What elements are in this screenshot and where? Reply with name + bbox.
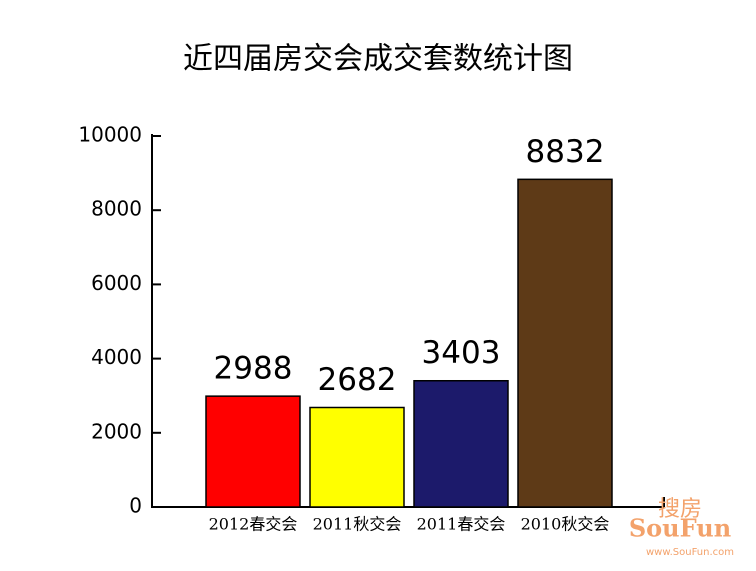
x-tick-label: 2010秋交会 [521,515,610,534]
y-tick-label: 2000 [91,419,142,443]
y-tick-label: 0 [129,494,142,518]
y-tick-label: 10000 [78,123,142,147]
x-tick-label: 2011秋交会 [313,515,402,534]
value-label: 8832 [526,134,605,170]
x-tick-label: 2012春交会 [209,515,298,534]
y-tick-label: 4000 [91,345,142,369]
watermark-logo: 搜房 [658,497,702,522]
bar [413,379,509,508]
watermark-brand: SouFun [629,514,731,543]
x-tick-label: 2011春交会 [417,515,506,534]
bar [309,406,405,508]
chart-title: 近四届房交会成交套数统计图 [183,42,573,77]
y-tick-label: 8000 [91,197,142,221]
watermark-url: www.SouFun.com [646,547,734,558]
bar [205,395,301,508]
value-label: 3403 [422,335,501,371]
value-label: 2682 [318,362,397,398]
bar [517,178,613,508]
value-label: 2988 [214,351,293,387]
y-tick-label: 6000 [91,271,142,295]
